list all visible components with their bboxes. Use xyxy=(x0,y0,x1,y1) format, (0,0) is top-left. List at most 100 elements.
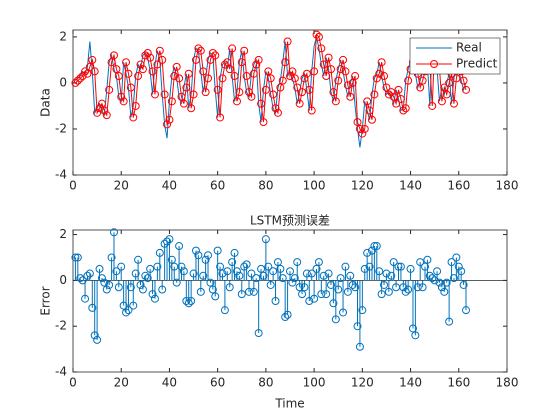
data-point xyxy=(276,83,285,92)
stem-marker xyxy=(179,267,188,276)
stem-marker xyxy=(245,287,254,296)
stem-marker xyxy=(445,317,454,326)
data-point xyxy=(286,72,294,81)
stem-marker xyxy=(155,248,164,257)
stem-marker xyxy=(172,278,181,287)
stem-marker xyxy=(81,294,90,303)
stem-marker xyxy=(365,262,374,271)
axes-box xyxy=(72,229,508,373)
data-point xyxy=(372,74,381,83)
stem-marker xyxy=(346,271,355,280)
stem-marker xyxy=(370,242,379,251)
stem-marker xyxy=(163,237,172,246)
x-tick-label: 80 xyxy=(258,376,273,390)
data-point xyxy=(278,76,287,85)
data-point xyxy=(307,106,316,115)
x-tick-label: 100 xyxy=(303,376,326,390)
data-point xyxy=(389,92,398,101)
stem-marker xyxy=(421,262,430,271)
stem-marker xyxy=(341,262,350,271)
data-point xyxy=(122,58,131,67)
stem-marker xyxy=(158,285,167,294)
x-tick-label: 120 xyxy=(351,376,374,390)
data-point xyxy=(249,69,258,78)
data-point xyxy=(93,108,102,117)
stem-marker xyxy=(423,255,432,264)
stem-marker xyxy=(100,278,109,287)
stem-marker xyxy=(302,269,311,278)
data-point xyxy=(298,88,307,97)
stem-marker xyxy=(442,278,451,287)
stem-marker xyxy=(307,269,316,278)
data-point xyxy=(452,74,461,83)
stem-marker xyxy=(177,262,186,271)
data-point xyxy=(124,69,133,78)
stem-marker xyxy=(358,306,367,315)
data-point xyxy=(73,76,82,85)
stem-marker xyxy=(343,287,352,296)
stem-marker xyxy=(430,276,439,285)
data-point xyxy=(396,95,405,104)
x-tick-label: 0 xyxy=(69,179,77,193)
stem-marker xyxy=(457,267,466,276)
data-point xyxy=(175,74,184,83)
data-point xyxy=(322,72,331,81)
stem-marker xyxy=(259,271,268,280)
data-point xyxy=(416,83,425,92)
stem-marker xyxy=(83,271,92,280)
data-point xyxy=(293,83,302,92)
data-point xyxy=(100,106,109,115)
data-point xyxy=(201,88,210,97)
data-point xyxy=(172,62,181,71)
x-tick-label: 60 xyxy=(210,179,225,193)
stem-marker xyxy=(126,283,135,292)
stem-marker xyxy=(73,253,82,262)
stem-marker xyxy=(387,271,396,280)
stem-marker xyxy=(230,248,239,257)
chart-title: LSTM预测误差 xyxy=(250,214,330,228)
stem-marker xyxy=(211,292,220,301)
data-point xyxy=(353,118,362,127)
data-point xyxy=(442,90,451,99)
data-point xyxy=(143,49,152,58)
data-point xyxy=(232,97,241,106)
data-point xyxy=(78,72,87,81)
data-point xyxy=(314,32,323,41)
data-point xyxy=(399,106,408,115)
stem-marker xyxy=(375,267,384,276)
data-point xyxy=(377,58,386,67)
data-point xyxy=(339,55,348,64)
data-point xyxy=(230,72,239,81)
data-point xyxy=(208,49,217,58)
stem-marker xyxy=(380,280,389,289)
y-tick-label: 0 xyxy=(59,273,67,287)
data-point xyxy=(131,101,140,110)
data-point xyxy=(85,62,94,71)
stem-marker xyxy=(206,278,215,287)
y-tick-label: 2 xyxy=(59,29,67,43)
data-point xyxy=(252,60,261,69)
stem-marker xyxy=(122,308,131,317)
data-point xyxy=(319,60,328,69)
stem-marker xyxy=(88,303,97,312)
stem-marker xyxy=(353,322,362,331)
stem-marker xyxy=(269,267,278,276)
x-tick-label: 40 xyxy=(162,376,177,390)
data-point xyxy=(211,51,220,60)
data-point xyxy=(300,74,309,83)
stem-marker xyxy=(201,255,210,264)
stem-marker xyxy=(454,262,463,271)
stem-marker xyxy=(194,251,203,260)
stem-marker xyxy=(326,280,335,289)
data-point xyxy=(95,104,104,113)
stem-marker xyxy=(384,287,393,296)
data-point xyxy=(317,44,326,53)
stem-marker xyxy=(257,264,266,273)
data-point xyxy=(247,92,256,101)
data-point xyxy=(283,37,292,46)
data-point xyxy=(348,78,357,87)
stem-marker xyxy=(334,285,343,294)
stem-marker xyxy=(372,242,381,251)
data-point xyxy=(370,90,379,99)
stem-marker xyxy=(312,264,321,273)
